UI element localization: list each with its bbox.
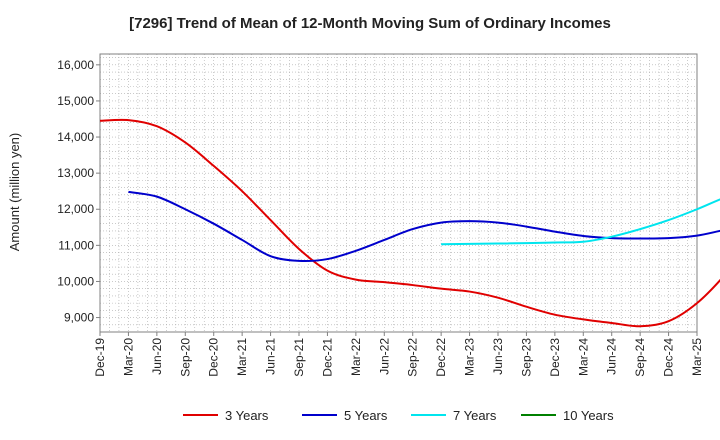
legend-label: 3 Years [225, 408, 269, 423]
x-tick-labels: Dec-19 Mar-20 Jun-20 Sep-20 Dec-20 Mar-21 Jun-… [93, 332, 704, 377]
series-line-5-years [128, 190, 720, 263]
x-tick-label: Sep-22 [406, 338, 420, 377]
x-tick-label: Sep-23 [519, 338, 533, 377]
legend-label: 7 Years [453, 408, 497, 423]
y-tick-label: 16,000 [57, 58, 94, 72]
y-axis-label: Amount (million yen) [7, 133, 22, 252]
x-tick-label: Dec-21 [320, 338, 334, 377]
y-tick-label: 15,000 [57, 94, 94, 108]
legend-label: 10 Years [563, 408, 614, 423]
x-tick-label: Sep-20 [178, 338, 192, 377]
x-tick-label: Mar-24 [576, 338, 590, 376]
x-tick-label: Jun-20 [150, 338, 164, 375]
series-lines [99, 118, 720, 328]
y-tick-label: 12,000 [57, 202, 94, 216]
x-tick-label: Mar-21 [235, 338, 249, 376]
x-tick-label: Jun-22 [377, 338, 391, 375]
x-tick-label: Mar-23 [463, 338, 477, 376]
x-tick-label: Dec-23 [548, 338, 562, 377]
legend: 3 Years 5 Years 7 Years 10 Years [183, 408, 614, 423]
x-tick-label: Jun-24 [605, 338, 619, 375]
series-line-7-years [441, 198, 720, 246]
x-tick-label: Dec-20 [207, 338, 221, 377]
plot-area-border [99, 53, 698, 333]
x-tick-label: Jun-23 [491, 338, 505, 375]
y-tick-labels: 9,000 10,000 11,000 12,000 13,000 14,000 15,00… [57, 58, 100, 325]
legend-label: 5 Years [344, 408, 388, 423]
x-tick-label: Jun-21 [264, 338, 278, 375]
x-tick-label: Dec-19 [93, 338, 107, 377]
y-tick-label: 13,000 [57, 166, 94, 180]
y-tick-label: 9,000 [64, 311, 94, 325]
y-tick-label: 14,000 [57, 130, 94, 144]
grid [100, 54, 697, 332]
x-tick-label: Mar-22 [349, 338, 363, 376]
x-tick-label: Sep-21 [292, 338, 306, 377]
chart-title: [7296] Trend of Mean of 12-Month Moving … [129, 15, 611, 32]
x-tick-label: Dec-24 [662, 338, 676, 377]
x-tick-label: Mar-20 [121, 338, 135, 376]
x-tick-label: Mar-25 [690, 338, 704, 376]
x-tick-label: Sep-24 [633, 338, 647, 377]
y-tick-label: 10,000 [57, 274, 94, 288]
series-line-3-years [99, 118, 720, 328]
y-tick-label: 11,000 [58, 238, 94, 252]
x-tick-label: Dec-22 [434, 338, 448, 377]
